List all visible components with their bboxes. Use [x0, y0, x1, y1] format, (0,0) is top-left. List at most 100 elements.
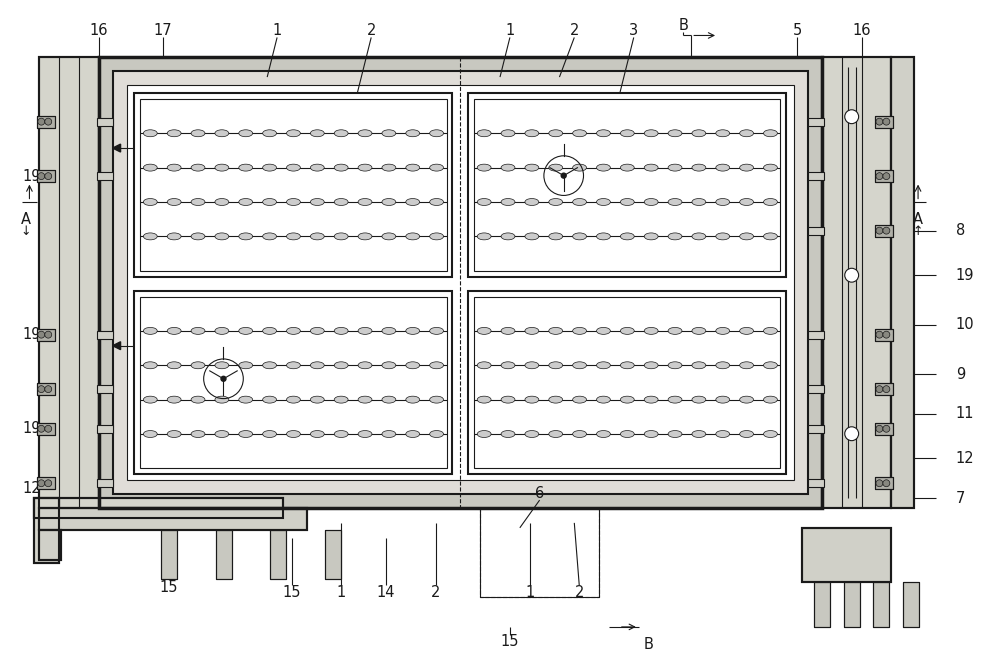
- Ellipse shape: [143, 362, 157, 369]
- Bar: [37, 423, 55, 435]
- Ellipse shape: [597, 164, 610, 171]
- Ellipse shape: [573, 327, 587, 334]
- Ellipse shape: [477, 362, 491, 369]
- Ellipse shape: [310, 233, 324, 240]
- Bar: [99, 57, 822, 508]
- Bar: [875, 116, 893, 127]
- Circle shape: [883, 425, 890, 432]
- Bar: [474, 99, 780, 271]
- Bar: [134, 290, 452, 474]
- Ellipse shape: [573, 396, 587, 403]
- Ellipse shape: [358, 233, 372, 240]
- Ellipse shape: [477, 164, 491, 171]
- Bar: [822, 57, 891, 508]
- Ellipse shape: [620, 198, 634, 206]
- Ellipse shape: [573, 233, 587, 240]
- Ellipse shape: [430, 164, 444, 171]
- Ellipse shape: [764, 362, 777, 369]
- Ellipse shape: [764, 430, 777, 438]
- Ellipse shape: [668, 130, 682, 137]
- Ellipse shape: [143, 396, 157, 403]
- Ellipse shape: [143, 198, 157, 206]
- Ellipse shape: [215, 327, 229, 334]
- Ellipse shape: [668, 396, 682, 403]
- Bar: [873, 582, 889, 627]
- Ellipse shape: [358, 362, 372, 369]
- Bar: [127, 85, 794, 480]
- Bar: [875, 225, 893, 237]
- Ellipse shape: [334, 130, 348, 137]
- Bar: [814, 582, 830, 627]
- Ellipse shape: [358, 396, 372, 403]
- Ellipse shape: [740, 130, 754, 137]
- Bar: [37, 116, 55, 127]
- Ellipse shape: [406, 233, 420, 240]
- Circle shape: [45, 425, 52, 432]
- Ellipse shape: [764, 396, 777, 403]
- Circle shape: [876, 480, 883, 487]
- Circle shape: [845, 427, 859, 441]
- Ellipse shape: [334, 430, 348, 438]
- Circle shape: [45, 118, 52, 125]
- Text: 15: 15: [160, 579, 178, 595]
- Ellipse shape: [263, 396, 277, 403]
- Text: 19: 19: [22, 421, 41, 436]
- Ellipse shape: [430, 327, 444, 334]
- Ellipse shape: [597, 233, 610, 240]
- Ellipse shape: [740, 362, 754, 369]
- Ellipse shape: [191, 198, 205, 206]
- Ellipse shape: [644, 130, 658, 137]
- Ellipse shape: [430, 362, 444, 369]
- Ellipse shape: [143, 327, 157, 334]
- Bar: [39, 57, 99, 508]
- Ellipse shape: [263, 362, 277, 369]
- Bar: [161, 530, 177, 579]
- Bar: [37, 328, 55, 340]
- Circle shape: [876, 425, 883, 432]
- Bar: [127, 85, 794, 480]
- Ellipse shape: [740, 430, 754, 438]
- Circle shape: [561, 173, 566, 178]
- Bar: [97, 385, 113, 393]
- Ellipse shape: [764, 233, 777, 240]
- Ellipse shape: [668, 164, 682, 171]
- Text: 15: 15: [501, 634, 519, 649]
- Bar: [480, 508, 599, 597]
- Text: 1: 1: [505, 23, 515, 38]
- Bar: [39, 530, 61, 560]
- Ellipse shape: [668, 198, 682, 206]
- Bar: [903, 582, 919, 627]
- Text: 14: 14: [377, 585, 395, 600]
- Ellipse shape: [692, 430, 706, 438]
- Ellipse shape: [597, 362, 610, 369]
- Ellipse shape: [573, 130, 587, 137]
- Ellipse shape: [477, 430, 491, 438]
- Ellipse shape: [525, 233, 539, 240]
- Ellipse shape: [692, 198, 706, 206]
- Ellipse shape: [549, 233, 563, 240]
- Circle shape: [883, 386, 890, 393]
- Ellipse shape: [644, 396, 658, 403]
- Bar: [34, 498, 59, 562]
- Ellipse shape: [740, 327, 754, 334]
- Bar: [875, 383, 893, 395]
- Ellipse shape: [644, 327, 658, 334]
- Ellipse shape: [167, 396, 181, 403]
- Bar: [113, 71, 808, 494]
- Bar: [37, 478, 55, 489]
- Ellipse shape: [692, 233, 706, 240]
- Bar: [39, 508, 307, 530]
- Bar: [113, 71, 808, 494]
- Ellipse shape: [620, 130, 634, 137]
- Text: 5: 5: [793, 23, 802, 38]
- Bar: [875, 478, 893, 489]
- Ellipse shape: [382, 327, 396, 334]
- Ellipse shape: [263, 233, 277, 240]
- Ellipse shape: [549, 130, 563, 137]
- Bar: [37, 170, 55, 182]
- Bar: [216, 530, 232, 579]
- Bar: [37, 383, 55, 395]
- Ellipse shape: [334, 198, 348, 206]
- Ellipse shape: [692, 327, 706, 334]
- Bar: [39, 57, 99, 508]
